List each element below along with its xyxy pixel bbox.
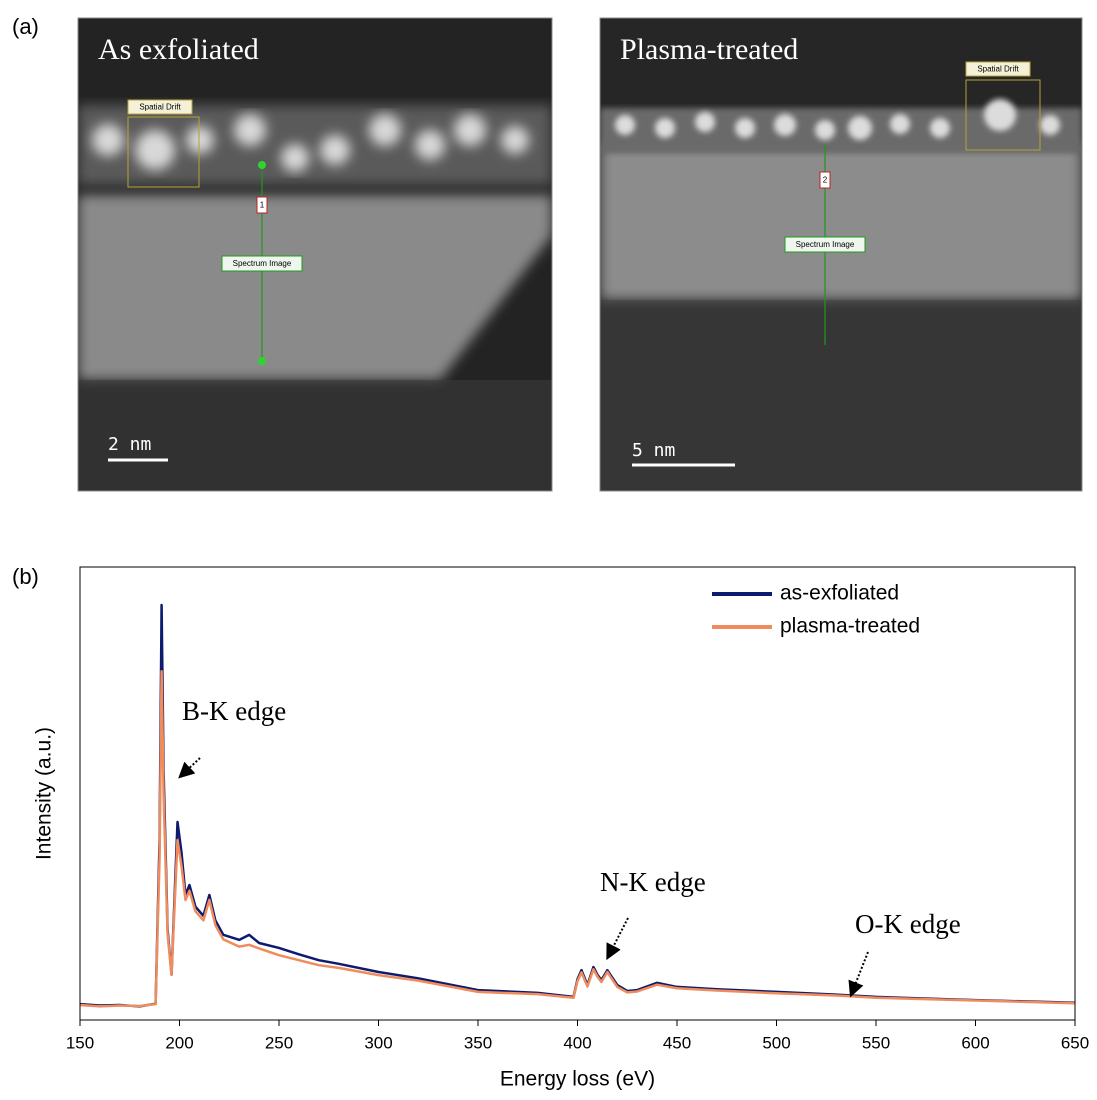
drift-tag	[127, 99, 193, 115]
image-frame	[599, 17, 1083, 492]
series-line	[79, 603, 1076, 1008]
y-axis-label: Intensity (a.u.)	[33, 727, 56, 860]
annotation-arrow	[178, 757, 201, 779]
x-tick-label: 500	[762, 1033, 790, 1052]
drift-box	[965, 79, 1041, 151]
x-tick-label: 300	[364, 1033, 392, 1052]
marker-tag	[819, 171, 831, 189]
marker-tag	[256, 196, 268, 214]
x-tick-label: 150	[66, 1033, 94, 1052]
annotation-arrow	[606, 917, 629, 961]
x-tick-label: 200	[165, 1033, 193, 1052]
annotation-arrow	[848, 951, 869, 998]
drift-label: Spatial Drift	[139, 103, 181, 112]
x-tick-label: 600	[961, 1033, 989, 1052]
x-axis-label: Energy loss (eV)	[500, 1068, 655, 1091]
x-tick-label: 350	[464, 1033, 492, 1052]
drift-label: Spatial Drift	[977, 65, 1019, 74]
series-line	[79, 669, 1076, 1008]
endpoint	[258, 161, 266, 169]
plot-frame	[79, 566, 1076, 1021]
scale-bar-label: 2 nm	[108, 434, 151, 455]
legend-label: as-exfoliated	[780, 582, 899, 605]
drift-tag	[965, 61, 1031, 77]
micrograph	[78, 18, 552, 491]
marker-label: 1	[260, 201, 265, 210]
panel-label: (b)	[12, 564, 39, 589]
spectrum-tag	[784, 236, 866, 253]
x-tick-label: 450	[663, 1033, 691, 1052]
annotation: B-K edge	[182, 696, 286, 726]
x-tick-label: 250	[265, 1033, 293, 1052]
spectrum-label: Spectrum Image	[233, 259, 292, 268]
image-title: As exfoliated	[98, 33, 259, 66]
x-tick-label: 550	[862, 1033, 890, 1052]
annotation: O-K edge	[855, 909, 961, 939]
annotation: N-K edge	[600, 867, 706, 897]
drift-box	[127, 116, 200, 188]
panel-label: (a)	[12, 14, 39, 39]
x-tick-label: 400	[563, 1033, 591, 1052]
micrograph	[600, 18, 1082, 491]
spectrum-label: Spectrum Image	[796, 240, 855, 249]
image-title: Plasma-treated	[620, 33, 798, 66]
x-tick-label: 650	[1061, 1033, 1089, 1052]
chart: 150 200 250 300 350 400 450 500 550 600 650 Energy …	[33, 566, 1089, 1091]
marker-label: 2	[823, 176, 828, 185]
image-frame	[77, 17, 553, 492]
legend-label: plasma-treated	[780, 615, 920, 638]
scale-bar-label: 5 nm	[632, 440, 675, 461]
spectrum-tag	[221, 255, 303, 272]
endpoint	[258, 357, 266, 365]
